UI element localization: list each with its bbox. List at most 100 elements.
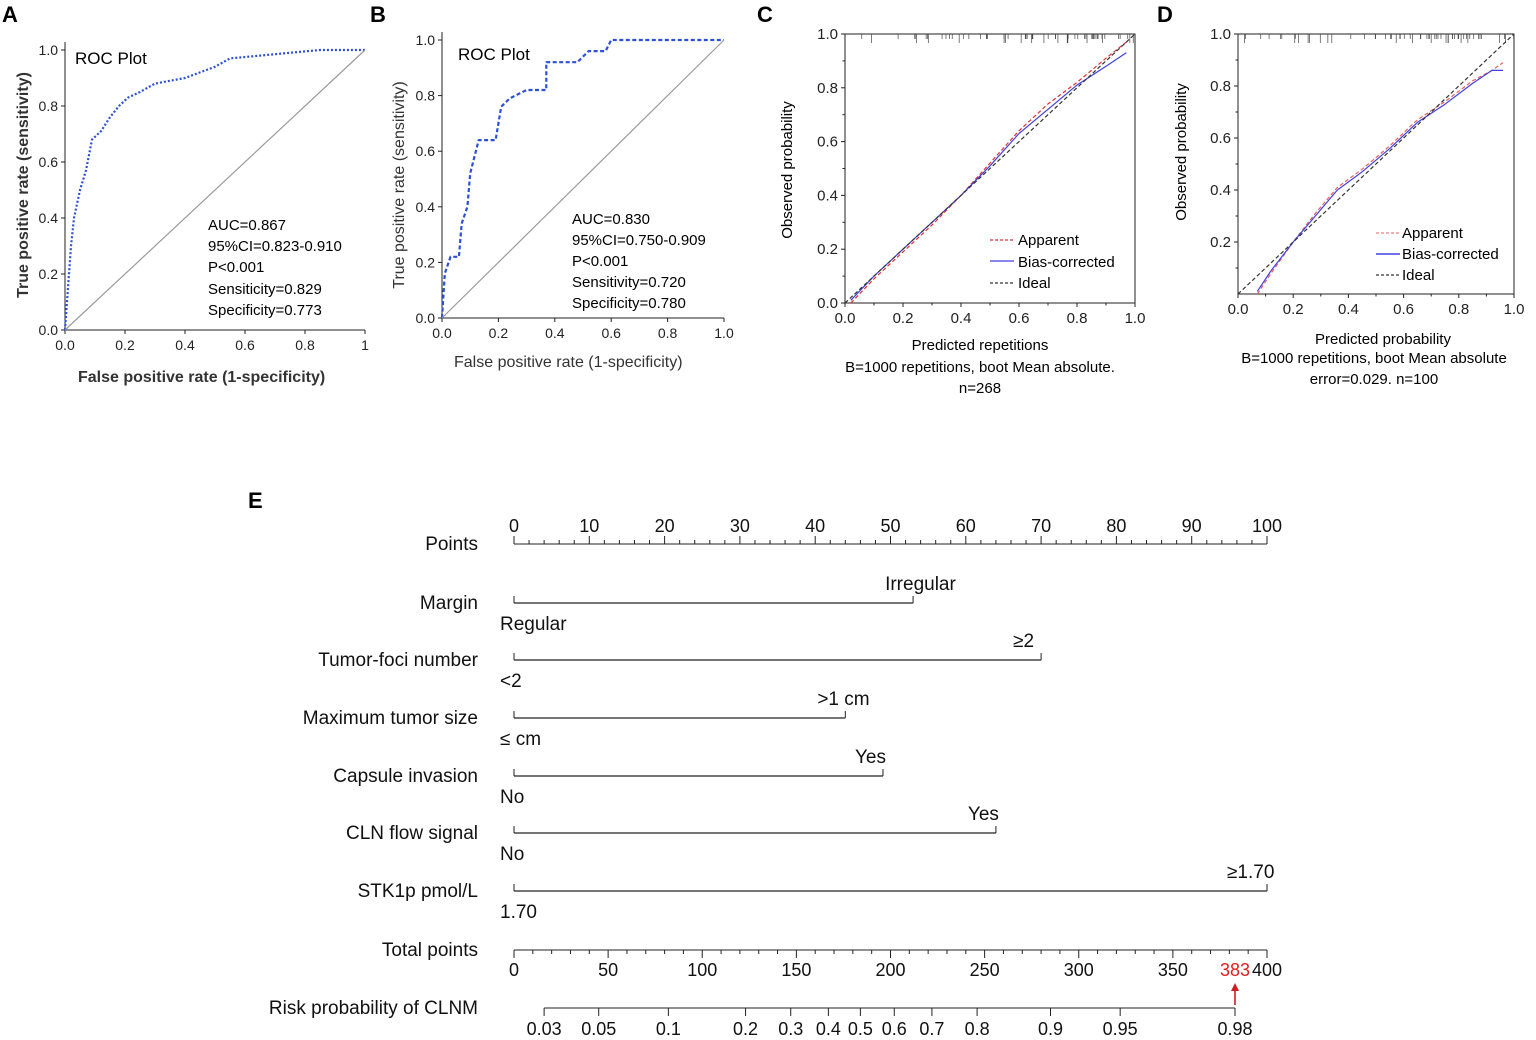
panel-b-series-reference bbox=[441, 39, 725, 319]
panel-a-y-tick-label: 0.8 bbox=[39, 98, 59, 114]
panel-letter-c: C bbox=[757, 2, 773, 27]
panel-d-legend-apparent: Apparent bbox=[1402, 225, 1464, 242]
panel-d-legend-bias: Bias-corrected bbox=[1402, 246, 1499, 263]
panel-c-calibration: 0.0 0.2 0.4 0.6 0.8 1.0 0.0 0.2 0.4 0.6 0.8 1.0 App… bbox=[779, 26, 1145, 397]
nomogram-risk-tick-label: 0.2 bbox=[733, 1019, 758, 1039]
panel-b-y-tick-label: 0.2 bbox=[416, 254, 436, 270]
panel-c-x-tick-label: 0.4 bbox=[951, 310, 972, 327]
panel-letter-d: D bbox=[1157, 2, 1173, 27]
nomogram-points-tick-label: 80 bbox=[1106, 516, 1126, 536]
nomogram-var-level-high-stk1p-pmol-l: ≥1.70 bbox=[1227, 862, 1274, 883]
panel-b-x-tick-label: 1.0 bbox=[714, 325, 734, 341]
panel-d-x-tick-label: 0.2 bbox=[1283, 301, 1304, 318]
nomogram-total-tick-label: 150 bbox=[781, 960, 811, 980]
nomogram-var-level-low-capsule-invasion: No bbox=[500, 787, 524, 808]
panel-c-x-tick-label: 0.2 bbox=[893, 310, 914, 327]
panel-b-title: ROC Plot bbox=[458, 45, 530, 64]
panel-letter-e: E bbox=[248, 488, 263, 513]
nomogram-total-tick-label: 100 bbox=[687, 960, 717, 980]
panel-d-x-tick-label: 0.0 bbox=[1228, 301, 1249, 318]
nomogram-var-level-low-margin: Regular bbox=[500, 614, 567, 635]
nomogram-points-tick-label: 10 bbox=[579, 516, 599, 536]
nomogram-points-label: Points bbox=[425, 534, 478, 555]
panel-c-plot-area: 0.0 0.2 0.4 0.6 0.8 1.0 0.0 0.2 0.4 0.6 0.8 1.0 bbox=[817, 26, 1145, 327]
panel-d-series-bias-corrected bbox=[1256, 69, 1503, 292]
nomogram-risk-tick-label: 0.95 bbox=[1103, 1019, 1138, 1039]
panel-c-legend-bias: Bias-corrected bbox=[1018, 254, 1115, 271]
panel-b-series-roc bbox=[440, 38, 724, 319]
panel-c-series-apparent bbox=[850, 41, 1127, 304]
panel-b-x-tick-label: 0.4 bbox=[545, 325, 565, 341]
panel-d-x-tick-label: 0.6 bbox=[1393, 301, 1414, 318]
nomogram-var-level-low-maximum-tumor-size: ≤ cm bbox=[500, 729, 541, 750]
nomogram-risk-tick-label: 0.8 bbox=[965, 1019, 990, 1039]
nomogram-points-tick-label: 90 bbox=[1182, 516, 1202, 536]
panel-a-x-tick-label: 0.0 bbox=[55, 337, 75, 353]
panel-a-auc: AUC=0.867 bbox=[208, 217, 286, 234]
panel-a-x-tick-label: 0.6 bbox=[235, 337, 255, 353]
panel-d-series-ideal bbox=[1237, 33, 1515, 295]
nomogram-var-level-high-maximum-tumor-size: >1 cm bbox=[817, 689, 869, 710]
panel-b-ci: 95%CI=0.750-0.909 bbox=[572, 232, 706, 249]
nomogram-var-level-low-cln-flow-signal: No bbox=[500, 844, 524, 865]
panel-a-series-reference bbox=[64, 49, 366, 331]
nomogram-total-tick-label: 50 bbox=[598, 960, 618, 980]
panel-c-caption-2: n=268 bbox=[959, 380, 1001, 397]
panel-a-xlabel: False positive rate (1-specificity) bbox=[78, 369, 325, 386]
panel-a-y-tick-label: 0.0 bbox=[39, 322, 59, 338]
nomogram-points-tick-label: 0 bbox=[509, 516, 519, 536]
panel-c-x-tick-label: 1.0 bbox=[1125, 310, 1146, 327]
nomogram-points-tick-label: 30 bbox=[730, 516, 750, 536]
panel-b-plot-area: 0.0 0.2 0.4 0.6 0.8 1.0 0.0 0.2 0.4 0.6 0.8 1.0 bbox=[416, 32, 734, 341]
panel-d-ylabel: Observed probability bbox=[1173, 83, 1190, 221]
panel-b-y-tick-label: 0.8 bbox=[416, 88, 436, 104]
panel-a-specificity: Specificity=0.773 bbox=[208, 302, 322, 319]
nomogram-points-tick-label: 20 bbox=[655, 516, 675, 536]
nomogram-risk-tick-label: 0.03 bbox=[527, 1019, 562, 1039]
panel-b-x-tick-label: 0.8 bbox=[658, 325, 678, 341]
panel-c-y-tick-label: 0.2 bbox=[817, 241, 838, 258]
nomogram-risk-tick-label: 0.6 bbox=[882, 1019, 907, 1039]
panel-b-x-tick-label: 0.0 bbox=[432, 325, 452, 341]
panel-c-series-ideal bbox=[844, 33, 1136, 304]
panel-a-sensitivity: Sensiticity=0.829 bbox=[208, 281, 322, 298]
panel-d-rug bbox=[1244, 34, 1515, 43]
panel-c-ylabel: Observed probability bbox=[779, 101, 796, 239]
nomogram-risk-tick-label: 0.9 bbox=[1038, 1019, 1063, 1039]
nomogram-var-label-maximum-tumor-size: Maximum tumor size bbox=[303, 708, 478, 729]
panel-d-series-apparent bbox=[1256, 62, 1504, 295]
nomogram-highlight-arrow bbox=[1230, 983, 1239, 1005]
panel-c-y-tick-label: 0.4 bbox=[817, 187, 838, 204]
panel-d-calibration: 0.0 0.2 0.4 0.6 0.8 1.0 0.2 0.4 0.6 0.8 1.0 Appare… bbox=[1173, 26, 1524, 388]
nomogram-var-level-low-stk1p-pmol-l: 1.70 bbox=[500, 902, 537, 923]
nomogram-var-level-high-margin: Irregular bbox=[885, 574, 956, 595]
panel-b-specificity: Specificity=0.780 bbox=[572, 295, 686, 312]
panel-c-y-tick-label: 0.0 bbox=[817, 295, 838, 312]
panel-d-plot-area: 0.0 0.2 0.4 0.6 0.8 1.0 0.2 0.4 0.6 0.8 1.0 bbox=[1210, 26, 1524, 318]
panel-a-y-tick-label: 0.4 bbox=[39, 210, 59, 226]
panel-d-y-tick-label: 0.2 bbox=[1210, 234, 1231, 251]
panel-a-plot-area: 0.0 0.2 0.4 0.6 0.8 1 0.0 0.2 0.4 0.6 0.8 1.0 bbox=[39, 42, 369, 353]
panel-b-xlabel: False positive rate (1-specificity) bbox=[454, 354, 683, 371]
panel-d-caption-1: B=1000 repetitions, boot Mean absolute bbox=[1241, 350, 1507, 367]
panel-b-sensitivity: Sensitivity=0.720 bbox=[572, 274, 686, 291]
panel-c-x-tick-label: 0.8 bbox=[1067, 310, 1088, 327]
panel-a-x-tick-label: 0.8 bbox=[295, 337, 315, 353]
panel-a-p: P<0.001 bbox=[208, 259, 264, 276]
nomogram-points-tick-label: 50 bbox=[880, 516, 900, 536]
nomogram-total-tick-label: 250 bbox=[970, 960, 1000, 980]
panel-d-legend: Apparent Bias-corrected Ideal bbox=[1376, 225, 1499, 284]
nomogram-total-tick-label: 0 bbox=[509, 960, 519, 980]
panel-d-xlabel: Predicted probability bbox=[1315, 331, 1451, 348]
nomogram-total-highlight-value: 383 bbox=[1220, 960, 1250, 980]
nomogram-total-points-label: Total points bbox=[382, 940, 478, 961]
panel-a-ci: 95%CI=0.823-0.910 bbox=[208, 238, 342, 255]
panel-a-y-tick-label: 0.2 bbox=[39, 266, 59, 282]
panel-d-legend-ideal: Ideal bbox=[1402, 267, 1435, 284]
nomogram-var-label-margin: Margin bbox=[420, 593, 478, 614]
panel-d-y-tick-label: 0.6 bbox=[1210, 130, 1231, 147]
panel-b-roc-plot: 0.0 0.2 0.4 0.6 0.8 1.0 0.0 0.2 0.4 0.6 0.8 1.0 ROC… bbox=[391, 32, 734, 371]
panel-letter-b: B bbox=[370, 2, 386, 27]
panel-b-ylabel: True positive rate (sensitivity) bbox=[391, 81, 408, 288]
